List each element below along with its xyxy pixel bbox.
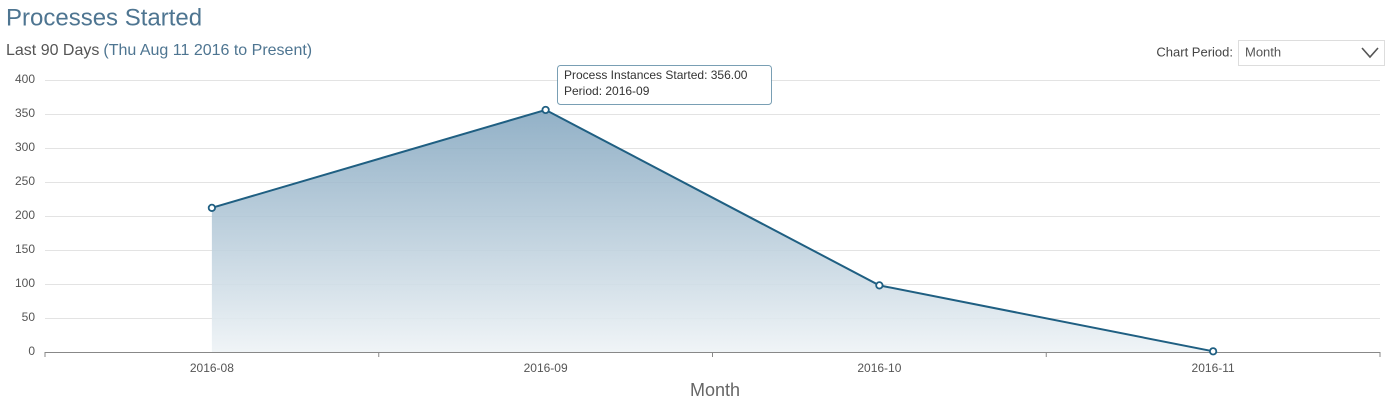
x-tick-label: 2016-09 <box>524 361 568 375</box>
y-tick-label: 350 <box>15 106 35 120</box>
subtitle: Last 90 Days <box>6 42 99 59</box>
select-arrow[interactable] <box>1361 47 1379 59</box>
y-tick-label: 300 <box>15 140 35 154</box>
y-tick-label: 0 <box>28 344 35 358</box>
y-tick-label: 400 <box>15 72 35 86</box>
tooltip-box <box>557 65 772 105</box>
x-axis-title: Month <box>690 380 740 400</box>
y-tick-label: 250 <box>15 174 35 188</box>
tooltip-line: Period: 2016-09 <box>564 84 650 98</box>
tooltip-line: Process Instances Started: 356.00 <box>564 68 748 82</box>
subtitle-range: (Thu Aug 11 2016 to Present) <box>103 42 312 59</box>
select-value[interactable]: Month <box>1245 44 1281 59</box>
tooltip: Process Instances Started: 356.00 Period… <box>557 65 772 105</box>
select-box[interactable] <box>1238 40 1385 66</box>
chart-subtitle: Last 90 Days (Thu Aug 11 2016 to Present) <box>6 42 312 59</box>
x-tick-label: 2016-10 <box>857 361 901 375</box>
point <box>207 203 216 212</box>
y-tick-label: 200 <box>15 208 35 222</box>
y-tick-label: 100 <box>15 276 35 290</box>
y-tick-label: 150 <box>15 242 35 256</box>
x-tick-label: 2016-08 <box>190 361 234 375</box>
point <box>541 105 550 115</box>
point <box>1209 347 1218 356</box>
period-label: Chart Period: <box>1156 44 1233 59</box>
plot: 0 50 100 150 200 250 300 350 400 2016-08 2016-09 20… <box>15 72 1381 375</box>
point <box>875 281 884 290</box>
chart-title: Processes Started <box>6 4 202 31</box>
line <box>211 108 1214 353</box>
x-tick-label: 2016-11 <box>1192 361 1235 375</box>
period-select[interactable]: Month <box>1238 40 1385 66</box>
area <box>211 109 1214 352</box>
y-tick-label: 50 <box>22 310 36 324</box>
